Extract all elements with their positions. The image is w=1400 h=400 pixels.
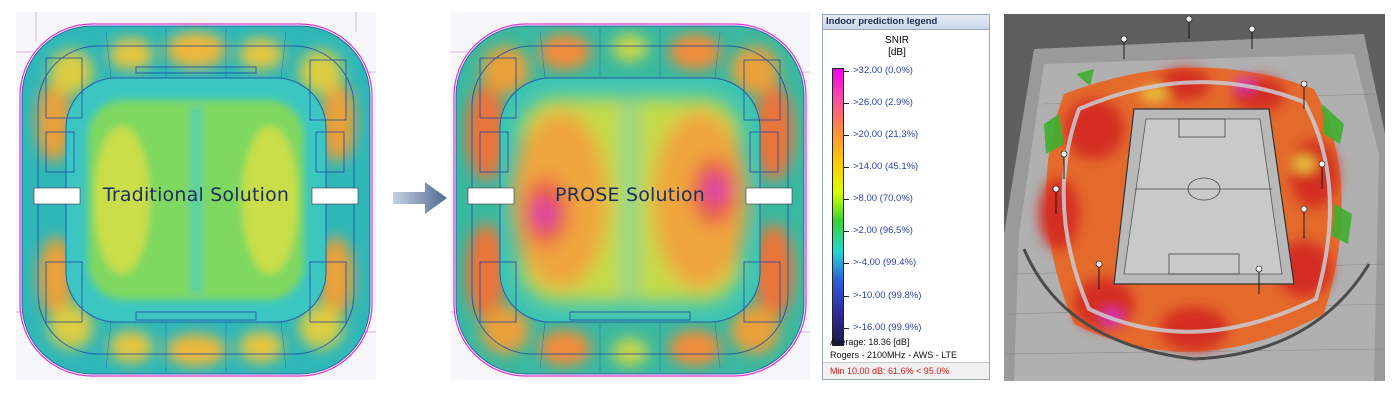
prose-heatmap (450, 23, 810, 377)
stadium-3d-render (1004, 15, 1385, 381)
legend-metric: SNIR [dB] (867, 35, 927, 59)
traditional-coverage-map: Traditional Solution (16, 12, 376, 380)
legend-tick (844, 328, 849, 329)
legend-warning: Min 10.00 dB: 61.6% < 95.0% (823, 362, 989, 379)
legend-entry: >-16.00 (99.9%) (853, 322, 922, 333)
stadium-3d-view (1004, 14, 1385, 381)
legend-metric-unit: [dB] (888, 47, 906, 58)
legend-entry: >32.00 (0.0%) (853, 65, 913, 76)
legend-entry: >14.00 (45.1%) (853, 161, 919, 172)
legend-entry: >-10.00 (99.8%) (853, 290, 922, 301)
legend-entry: >20.00 (21.3%) (853, 129, 919, 140)
indoor-prediction-legend: Indoor prediction legend SNIR [dB] >32.0… (822, 14, 990, 380)
legend-entry: >26.00 (2.9%) (853, 97, 913, 108)
legend-tick (844, 296, 849, 297)
legend-tick (844, 263, 849, 264)
legend-entry: >2.00 (96.5%) (853, 225, 913, 236)
legend-tick (844, 71, 849, 72)
legend-average: Average: 18.36 [dB] (830, 337, 910, 347)
legend-tick (844, 167, 849, 168)
legend-tick (844, 103, 849, 104)
legend-title: Indoor prediction legend (823, 15, 989, 30)
legend-tick (844, 199, 849, 200)
arrow-right-icon (393, 182, 447, 214)
legend-tick (844, 135, 849, 136)
legend-tick (844, 231, 849, 232)
traditional-heatmap (16, 12, 376, 377)
legend-metric-name: SNIR (885, 35, 909, 46)
prose-coverage-map: PROSE Solution (450, 12, 810, 380)
legend-entry: >-4.00 (99.4%) (853, 257, 917, 268)
legend-color-scale (832, 68, 844, 346)
legend-network: Rogers - 2100MHz - AWS - LTE (830, 350, 958, 360)
legend-entry: >8.00 (70.0%) (853, 193, 913, 204)
